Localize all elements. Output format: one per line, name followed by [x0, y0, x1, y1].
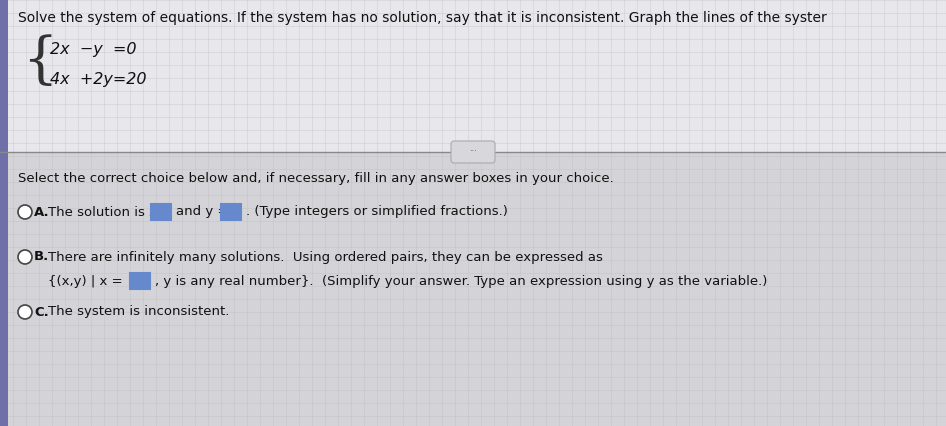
Text: {: { — [22, 35, 58, 89]
Text: , y is any real number}.  (Simplify your answer. Type an expression using y as t: , y is any real number}. (Simplify your … — [155, 274, 767, 288]
Text: {(x,y) | x =: {(x,y) | x = — [48, 274, 123, 288]
Text: The solution is x =: The solution is x = — [48, 205, 172, 219]
Text: 2x  −y  =0: 2x −y =0 — [50, 42, 136, 57]
Text: Solve the system of equations. If the system has no solution, say that it is inc: Solve the system of equations. If the sy… — [18, 11, 827, 25]
Bar — [151, 204, 171, 220]
Circle shape — [18, 205, 32, 219]
Bar — [0, 0, 946, 152]
Text: Select the correct choice below and, if necessary, fill in any answer boxes in y: Select the correct choice below and, if … — [18, 172, 614, 185]
Text: C.: C. — [34, 305, 49, 319]
Bar — [221, 204, 241, 220]
Text: and y =: and y = — [176, 205, 229, 219]
FancyBboxPatch shape — [451, 141, 495, 163]
Circle shape — [18, 305, 32, 319]
Bar — [130, 273, 150, 289]
Text: A.: A. — [34, 205, 49, 219]
Circle shape — [18, 250, 32, 264]
Text: ···: ··· — [469, 147, 477, 156]
Text: There are infinitely many solutions.  Using ordered pairs, they can be expressed: There are infinitely many solutions. Usi… — [48, 250, 603, 264]
Bar — [0, 0, 8, 426]
Text: . (Type integers or simplified fractions.): . (Type integers or simplified fractions… — [246, 205, 508, 219]
Text: The system is inconsistent.: The system is inconsistent. — [48, 305, 229, 319]
Text: B.: B. — [34, 250, 49, 264]
Text: 4x  +2y=20: 4x +2y=20 — [50, 72, 147, 87]
